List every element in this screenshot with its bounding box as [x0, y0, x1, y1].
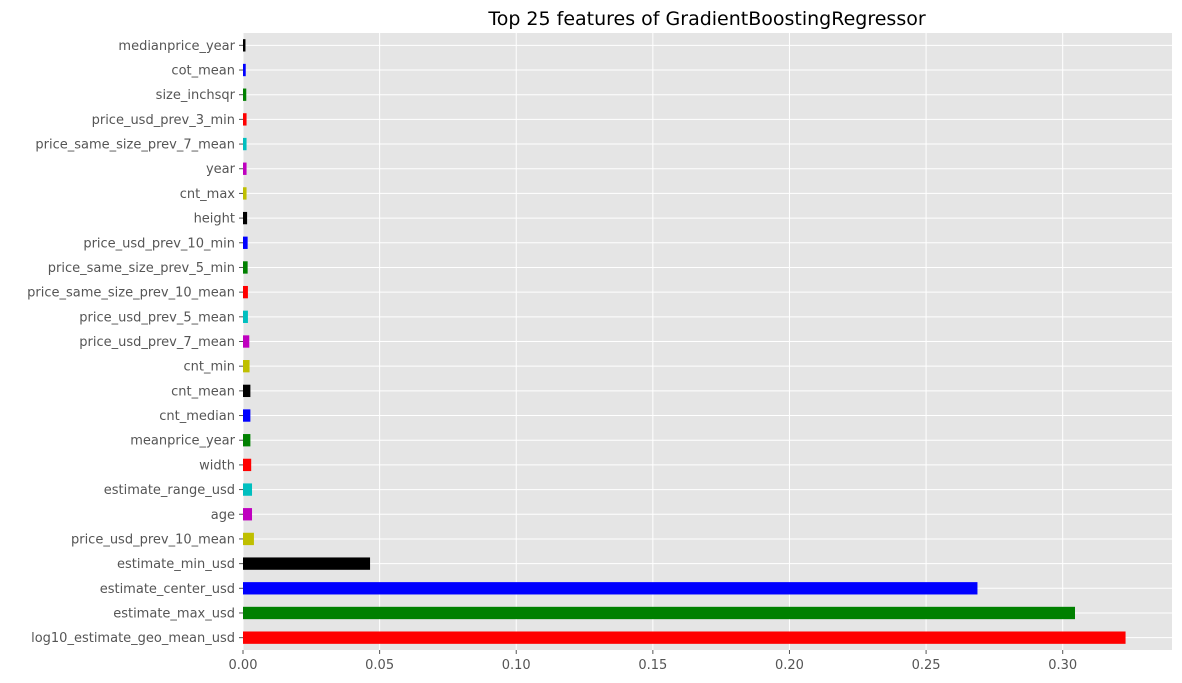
- x-tick-label: 0.20: [775, 658, 804, 673]
- y-tick-label: cnt_mean: [171, 384, 235, 399]
- y-tick-label: log10_estimate_geo_mean_usd: [31, 631, 235, 646]
- y-tick-label: estimate_max_usd: [113, 606, 235, 621]
- bar: [243, 631, 1126, 644]
- bar: [243, 434, 251, 447]
- y-tick-label: price_same_size_prev_10_mean: [27, 286, 235, 301]
- bar: [243, 137, 247, 151]
- y-tick-label: year: [206, 162, 236, 177]
- x-axis: 0.00 0.05 0.10 0.15 0.20 0.25 0.30: [229, 650, 1077, 673]
- bar: [243, 162, 247, 175]
- bar: [243, 384, 251, 398]
- x-tick-label: 0.10: [502, 658, 531, 673]
- x-tick-label: 0.25: [912, 658, 941, 673]
- x-tick-label: 0.15: [638, 658, 667, 673]
- y-tick-label: estimate_center_usd: [100, 582, 235, 597]
- bar: [243, 285, 248, 299]
- y-tick-label: price_usd_prev_10_min: [83, 236, 235, 251]
- x-tick-label: 0.05: [365, 658, 394, 673]
- bar: [243, 261, 248, 274]
- y-tick-label: estimate_range_usd: [104, 483, 235, 498]
- y-tick-label: price_usd_prev_7_mean: [79, 335, 235, 350]
- bars: [243, 39, 1126, 644]
- y-tick-label: cnt_median: [159, 409, 235, 424]
- bar: [243, 211, 248, 225]
- y-tick-label: size_inchsqr: [156, 88, 236, 103]
- x-tick-label: 0.30: [1048, 658, 1077, 673]
- bar: [243, 532, 254, 546]
- bar: [243, 39, 246, 52]
- chart-title: Top 25 features of GradientBoostingRegre…: [487, 8, 926, 30]
- bar: [243, 187, 247, 200]
- bar: [243, 508, 253, 521]
- y-tick-label: price_same_size_prev_7_mean: [35, 138, 235, 153]
- bar: [243, 113, 247, 126]
- bar: [243, 582, 978, 595]
- y-tick-label: price_usd_prev_10_mean: [71, 532, 235, 547]
- y-tick-label: width: [199, 458, 235, 473]
- y-tick-label: price_same_size_prev_5_min: [48, 261, 235, 276]
- y-tick-label: medianprice_year: [118, 39, 235, 54]
- y-tick-label: age: [211, 508, 235, 523]
- y-axis: log10_estimate_geo_mean_usd estimate_max_…: [27, 39, 243, 646]
- bar: [243, 360, 250, 373]
- bar: [243, 63, 246, 77]
- bar: [243, 557, 371, 570]
- y-tick-label: estimate_min_usd: [117, 557, 235, 572]
- bar: [243, 310, 248, 323]
- y-tick-label: height: [194, 212, 235, 227]
- y-tick-label: price_usd_prev_5_mean: [79, 310, 235, 325]
- bar: [243, 409, 251, 422]
- bar: [243, 335, 250, 348]
- bar: [243, 483, 253, 496]
- y-tick-label: cot_mean: [171, 64, 235, 79]
- y-tick-label: meanprice_year: [130, 434, 235, 449]
- y-tick-label: cnt_max: [180, 187, 236, 202]
- bar: [243, 88, 247, 101]
- y-tick-label: price_usd_prev_3_min: [92, 113, 235, 128]
- bar: [243, 458, 252, 472]
- x-tick-label: 0.00: [229, 658, 258, 673]
- bar: [243, 606, 1076, 620]
- bar: [243, 236, 248, 249]
- y-tick-label: cnt_min: [184, 360, 236, 375]
